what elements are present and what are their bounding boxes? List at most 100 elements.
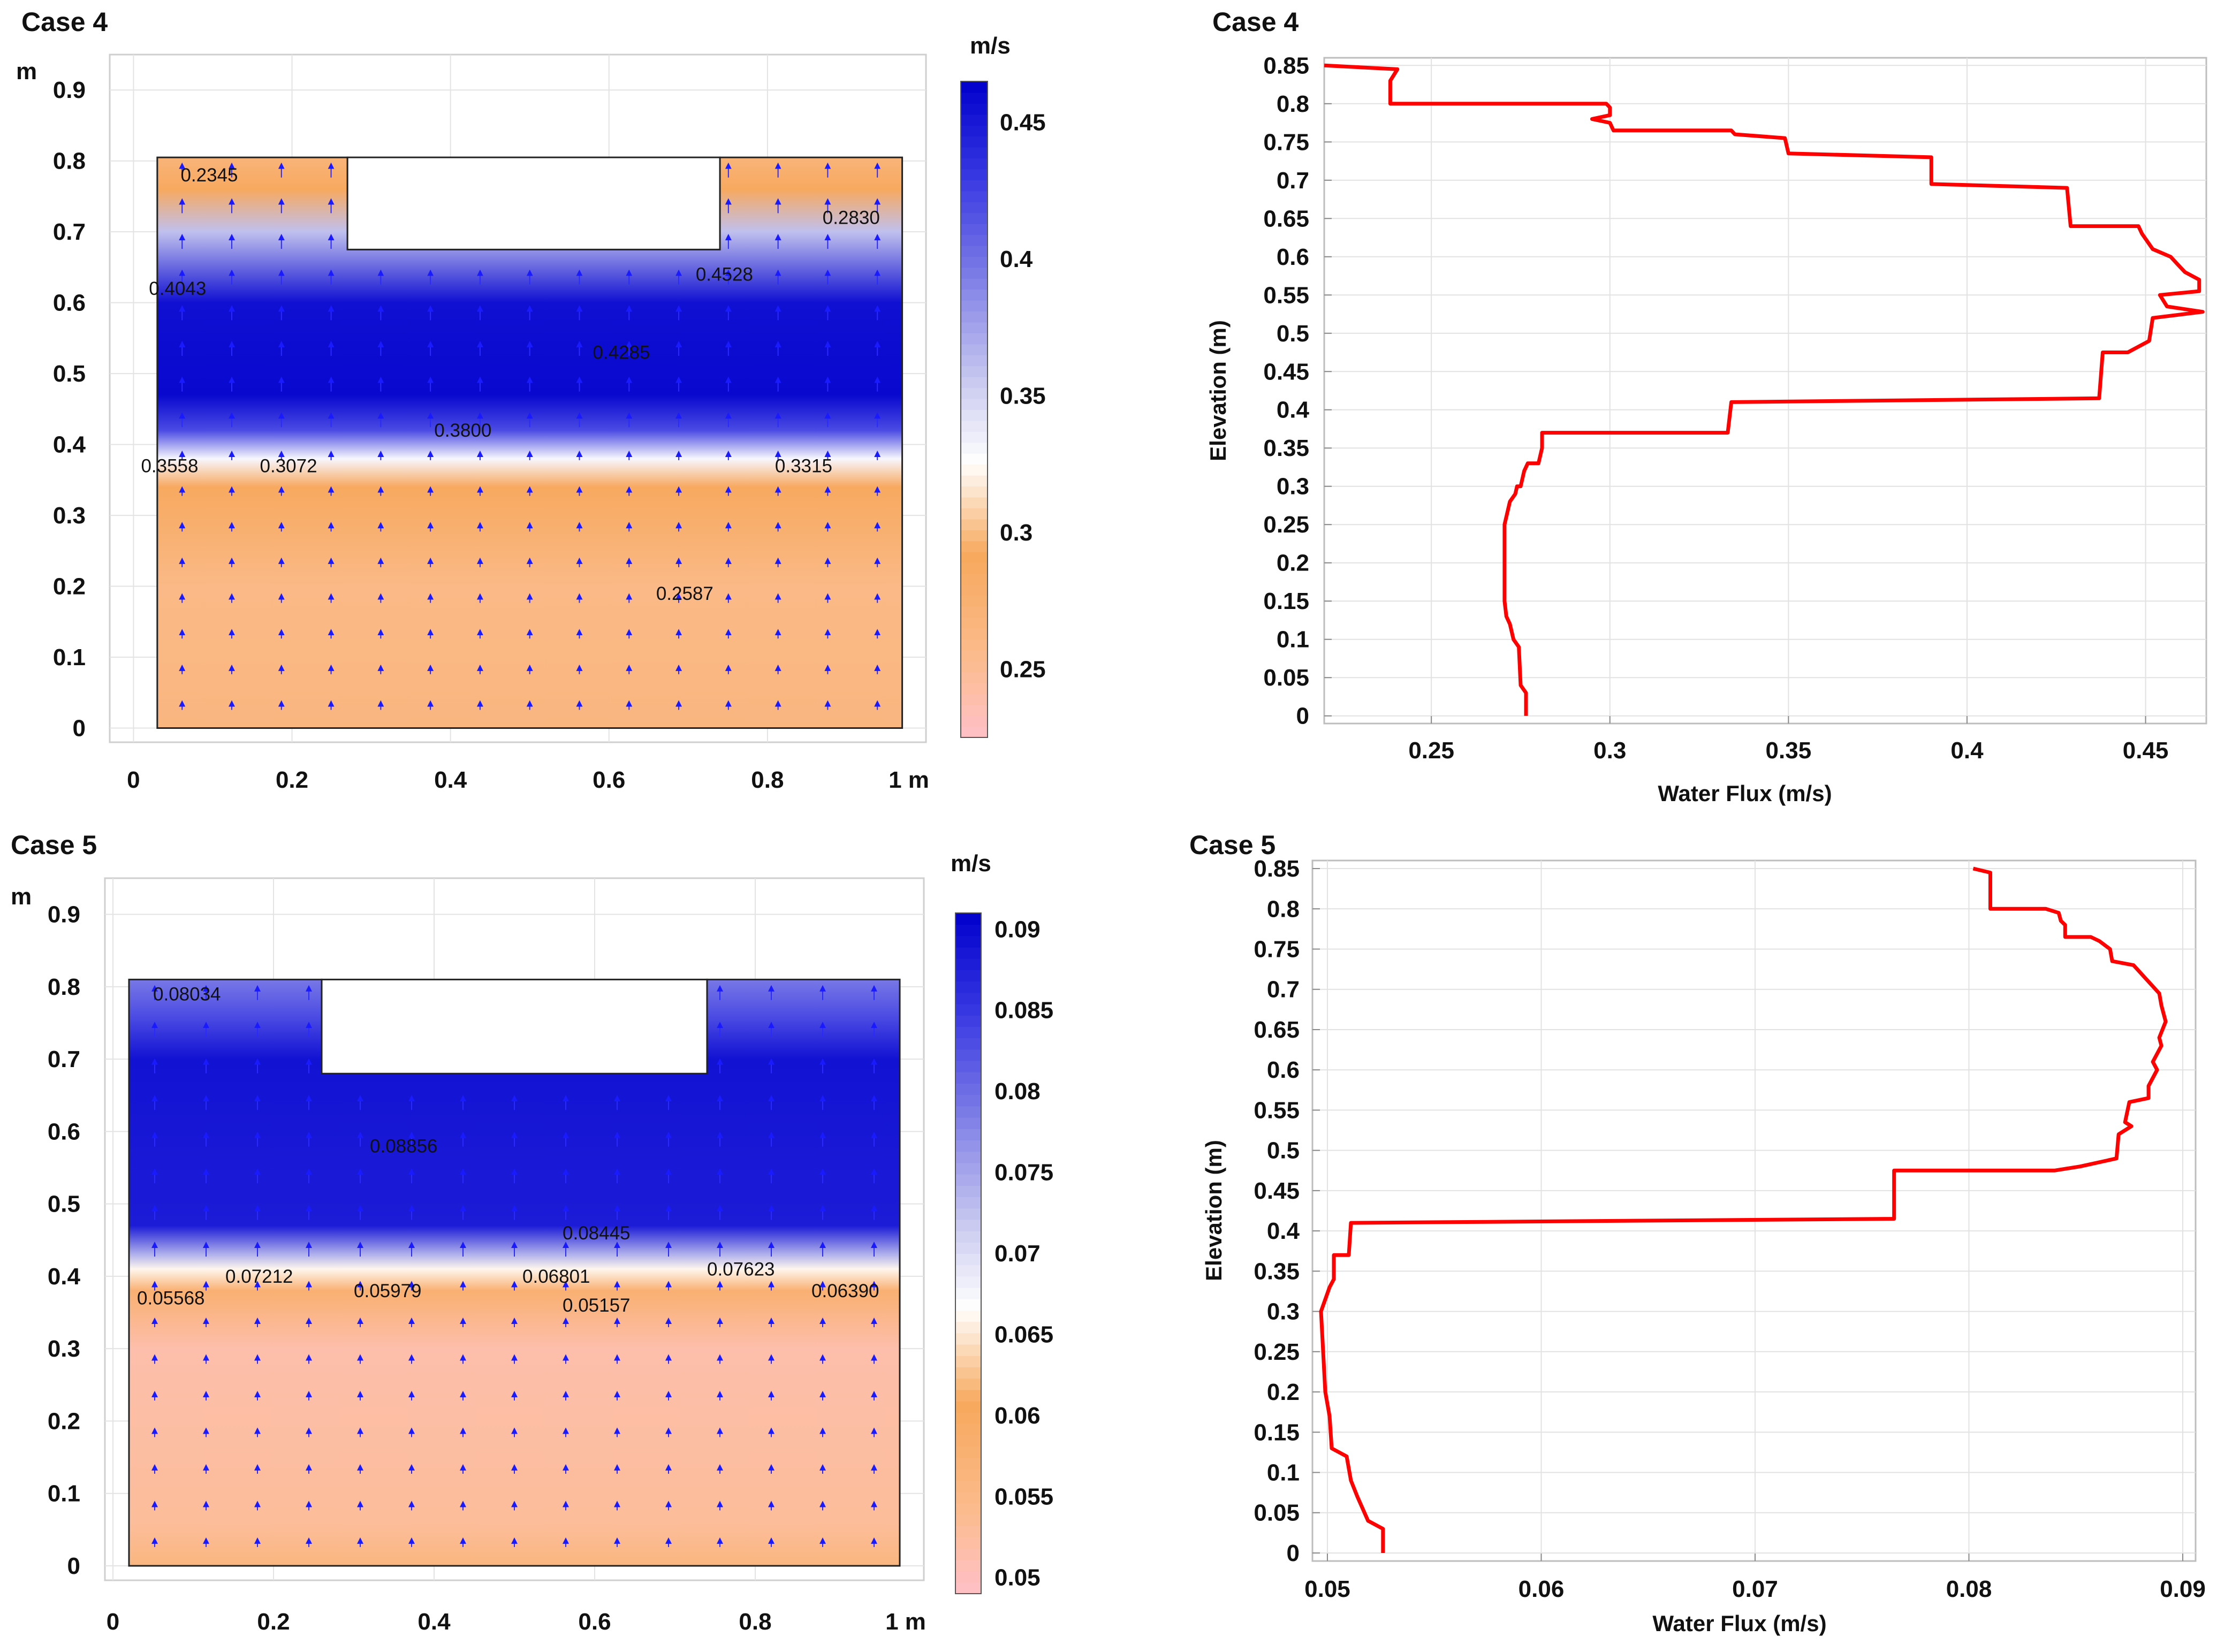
case5-profile-y-tick: 0.65 [1254,1017,1300,1043]
case5-colorbar [955,913,981,1594]
colorbar-swatch [961,125,988,137]
colorbar-swatch [961,179,988,192]
colorbar-swatch [955,1253,981,1266]
case5-field-y-tick: 0.9 [48,902,80,928]
colorbar-swatch [955,1185,981,1197]
colorbar-swatch [961,366,988,377]
case4-profile-y-tick: 0.5 [1277,321,1309,347]
case5-profile-y-label: Elevation (m) [1201,1140,1226,1281]
colorbar-swatch [961,114,988,126]
case4-profile-y-tick: 0.65 [1263,205,1309,232]
case5-field-x-unit: 1 m [885,1609,926,1635]
colorbar-swatch [961,158,988,170]
colorbar-swatch [961,715,988,727]
case4-profile-y-tick: 0 [1296,703,1309,729]
case5-profile-y-tick: 0.05 [1254,1500,1300,1526]
colorbar-swatch [955,1015,981,1027]
case5-profile-y-tick: 0.7 [1267,977,1300,1003]
case4-profile-y-tick: 0.7 [1277,168,1309,194]
case4-colorbar-tick: 0.3 [1000,520,1032,546]
case4-profile-y-tick: 0.4 [1277,397,1310,423]
case5-contour-label: 0.06801 [522,1266,590,1287]
case5-profile-y-tick: 0.85 [1254,856,1300,882]
colorbar-swatch [955,1378,981,1390]
case4-field-y-tick: 0.3 [53,503,86,529]
case5-field-y-tick: 0.4 [48,1263,81,1290]
case4-profile-y-tick: 0.3 [1277,474,1309,500]
colorbar-swatch [955,1265,981,1277]
case4-profile-x-tick: 0.3 [1593,737,1626,764]
colorbar-swatch [955,1242,981,1254]
case5-field-y-tick: 0 [67,1553,80,1579]
colorbar-swatch [955,1117,981,1129]
case4-field-y-tick: 0.2 [53,574,86,600]
colorbar-swatch [955,1162,981,1175]
colorbar-swatch [955,1423,981,1436]
case4-profile-y-tick: 0.6 [1277,244,1309,270]
case5-colorbar-tick: 0.07 [994,1240,1041,1267]
colorbar-swatch [961,387,988,399]
case5-profile-x-tick: 0.06 [1519,1576,1565,1602]
colorbar-swatch [955,1151,981,1163]
case4-profile-y-tick: 0.75 [1263,129,1309,155]
colorbar-swatch [961,540,988,552]
colorbar-swatch [961,584,988,596]
case5-profile-y-tick: 0.15 [1254,1419,1300,1445]
colorbar-swatch [955,1287,981,1299]
colorbar-swatch [961,169,988,180]
colorbar-swatch [955,1400,981,1413]
case4-contour-label: 0.2587 [656,583,713,604]
case4-profile-y-tick: 0.1 [1277,627,1309,653]
colorbar-swatch [955,981,981,993]
case5-field-y-tick: 0.5 [48,1191,80,1217]
case5-colorbar-tick: 0.065 [994,1321,1053,1348]
case4-field-x-tick: 0.6 [593,767,625,793]
case4-profile-y-tick: 0.85 [1263,52,1309,79]
case4-profile-x-label: Water Flux (m/s) [1658,781,1832,806]
colorbar-swatch [961,639,988,651]
colorbar-swatch [955,1208,981,1220]
case5-colorbar-tick: 0.08 [994,1078,1041,1105]
colorbar-swatch [955,1219,981,1231]
case5-profile-y-tick: 0.35 [1254,1258,1300,1284]
case5-field-x-tick: 0.6 [578,1609,611,1635]
colorbar-swatch [961,191,988,202]
case5-field-x-tick: 0.2 [257,1609,290,1635]
case4-field-x-tick: 0.4 [434,767,467,793]
case4-profile-y-tick: 0.35 [1263,435,1309,461]
colorbar-swatch [955,1491,981,1504]
case5-contour-label: 0.05568 [137,1288,205,1308]
colorbar-swatch [955,1514,981,1526]
case4-profile-y-tick: 0.05 [1263,665,1309,691]
colorbar-swatch [961,212,988,224]
colorbar-swatch [961,606,988,618]
colorbar-swatch [955,1435,981,1447]
case5-contour-label: 0.07623 [707,1259,775,1280]
case4-colorbar [961,81,988,738]
case4-field-y-tick: 0.6 [53,290,86,316]
colorbar-swatch [961,529,988,542]
colorbar-swatch [961,595,988,607]
colorbar-swatch [961,300,988,312]
colorbar-swatch [961,289,988,301]
colorbar-swatch [961,245,988,257]
colorbar-swatch [955,1344,981,1356]
colorbar-swatch [955,1060,981,1072]
colorbar-swatch [955,1480,981,1493]
colorbar-swatch [961,694,988,705]
case5-field-title: Case 5 [11,830,97,860]
colorbar-swatch [961,136,988,148]
colorbar-swatch [961,420,988,432]
case4-field-y-tick: 0.4 [53,432,86,458]
case4-contour-label: 0.4043 [149,278,206,299]
colorbar-swatch [961,201,988,214]
colorbar-swatch [955,958,981,970]
case5-profile-y-ticks: 0 0.05 0.1 0.15 0.2 0.25 0.3 0.35 0.4 0.… [1254,856,1300,1566]
case4-field-flow-arrows [179,162,881,710]
colorbar-swatch [955,1197,981,1209]
case5-colorbar-frame [955,912,982,1594]
case4-field-y-tick: 0 [73,715,86,742]
colorbar-swatch [955,1503,981,1515]
panel-case4-field: Case 4 m 0 0.1 0.2 0.3 0.4 0.5 0.6 0.7 0… [16,7,1046,793]
case5-field-color-map [128,978,901,1567]
